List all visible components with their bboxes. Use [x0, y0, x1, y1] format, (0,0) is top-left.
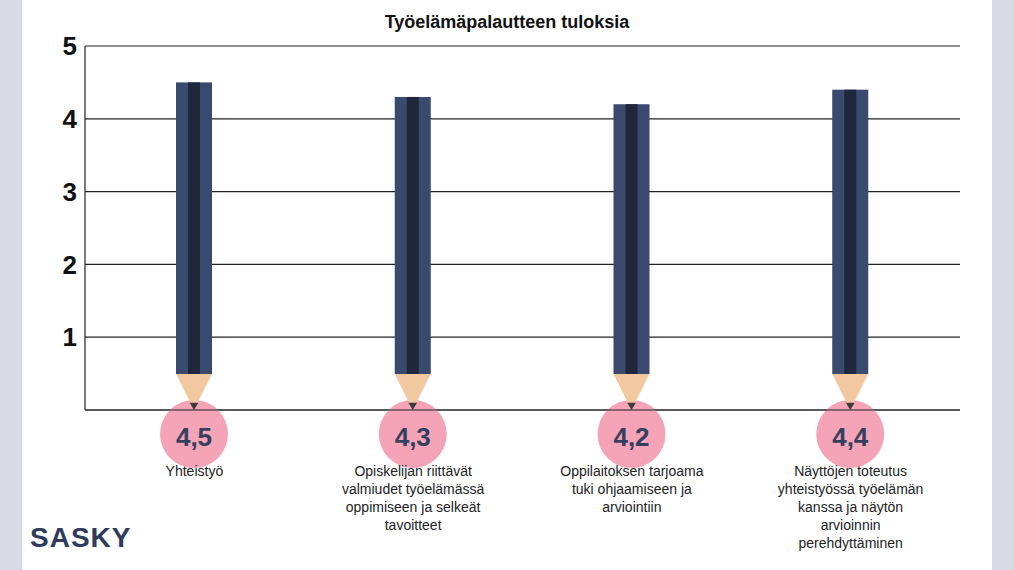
- svg-text:4,4: 4,4: [832, 422, 869, 452]
- svg-text:3: 3: [63, 177, 77, 207]
- svg-text:Yhteistyö: Yhteistyö: [166, 463, 224, 479]
- svg-text:4,2: 4,2: [613, 422, 649, 452]
- svg-text:1: 1: [63, 322, 77, 352]
- svg-text:Näyttöjen toteutusyhteistyössä: Näyttöjen toteutusyhteistyössä työelämän…: [778, 463, 924, 551]
- svg-text:2: 2: [63, 250, 77, 280]
- html-text:Työelämäpalautteen tuloksia: Työelämäpalautteen tuloksia: [384, 12, 630, 32]
- svg-text:4,5: 4,5: [176, 422, 212, 452]
- svg-text:4: 4: [63, 104, 78, 134]
- html-text:SASKY: SASKY: [30, 522, 132, 553]
- svg-text:4,3: 4,3: [395, 422, 431, 452]
- svg-text:Oppilaitoksen tarjoamatuki ohj: Oppilaitoksen tarjoamatuki ohjaamiseen j…: [560, 463, 703, 515]
- svg-text:5: 5: [63, 31, 77, 61]
- svg-text:Opiskelijan riittävätvalmiudet: Opiskelijan riittävätvalmiudet työelämäs…: [342, 463, 485, 533]
